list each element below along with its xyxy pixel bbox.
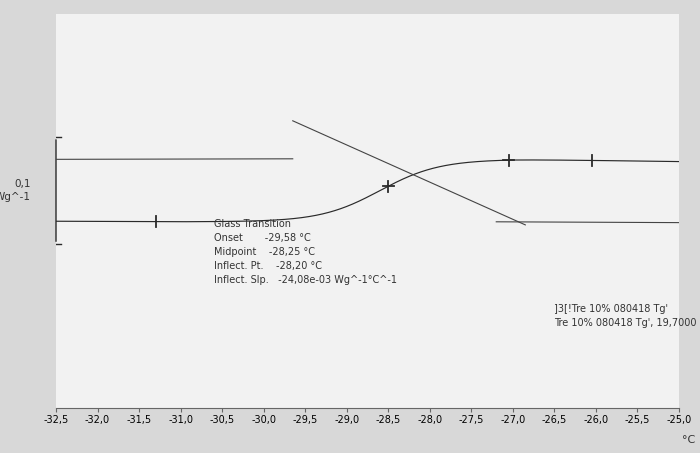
Text: ]3[!Tre 10% 080418 Tg'
Tre 10% 080418 Tg', 19,7000 mg: ]3[!Tre 10% 080418 Tg' Tre 10% 080418 Tg… [554,304,700,328]
Text: Glass Transition
Onset       -29,58 °C
Midpoint    -28,25 °C
Inflect. Pt.    -28: Glass Transition Onset -29,58 °C Midpoin… [214,218,397,284]
Text: 0,1
Wg^-1: 0,1 Wg^-1 [0,179,31,202]
Text: °C: °C [682,435,695,445]
